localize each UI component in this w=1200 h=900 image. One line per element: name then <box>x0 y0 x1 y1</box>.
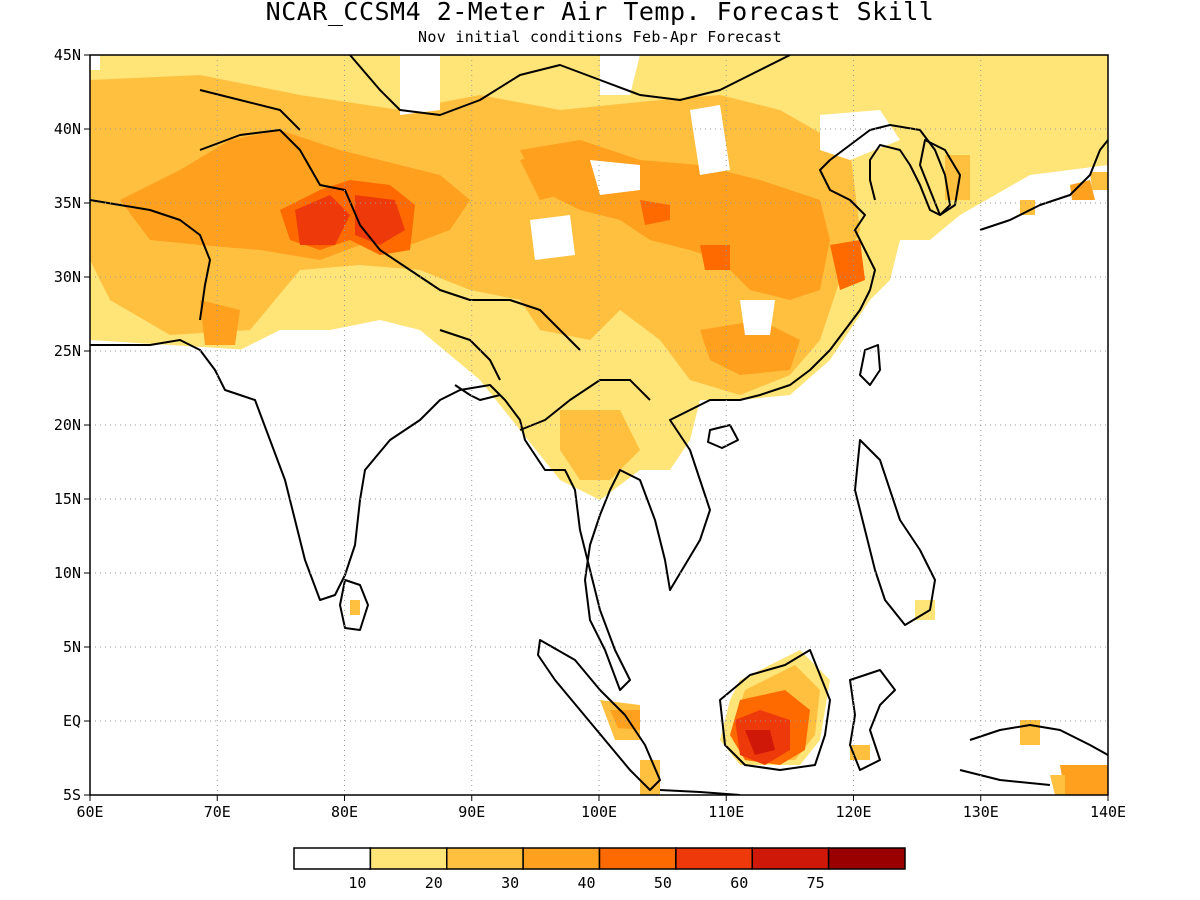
colorbar-label: 50 <box>654 874 672 892</box>
lat-tick-label: 5N <box>63 638 81 656</box>
lon-tick-label: 60E <box>76 803 103 821</box>
lon-tick-label: 120E <box>835 803 871 821</box>
colorbar-swatch <box>293 847 372 870</box>
lat-tick-label: EQ <box>63 712 81 730</box>
map-axes: 60E 70E 80E 90E 100E 110E 120E 130E 140E 45N 40N 35… <box>54 46 1126 821</box>
lat-tick-label: 10N <box>54 564 81 582</box>
lat-tick-label: 30N <box>54 268 81 286</box>
colorbar-swatch <box>522 847 601 870</box>
colorbar-label: 75 <box>807 874 825 892</box>
coastlines <box>90 55 1108 795</box>
colorbar-swatch <box>369 847 448 870</box>
map-frame <box>89 54 1109 796</box>
lat-tick-label: 45N <box>54 46 81 64</box>
lat-tick-label: 35N <box>54 194 81 212</box>
map-title: NCAR_CCSM4 2-Meter Air Temp. Forecast Sk… <box>265 0 935 26</box>
colorbar-swatch <box>827 847 906 870</box>
colorbar-swatch <box>446 847 524 870</box>
colorbar-swatch <box>598 847 677 870</box>
lat-tick-label: 15N <box>54 490 81 508</box>
lon-tick-label: 140E <box>1090 803 1126 821</box>
lat-tick-label: 5S <box>63 786 81 804</box>
lat-tick-label: 20N <box>54 416 81 434</box>
colorbar-label: 20 <box>425 874 443 892</box>
map-subtitle: Nov initial conditions Feb-Apr Forecast <box>418 28 782 46</box>
lon-tick-label: 100E <box>581 803 617 821</box>
colorbar-label: 40 <box>577 874 595 892</box>
colorbar-swatch <box>751 847 830 870</box>
colorbar-label: 60 <box>730 874 748 892</box>
lon-tick-label: 130E <box>963 803 999 821</box>
lon-tick-label: 70E <box>204 803 231 821</box>
lat-tick-label: 40N <box>54 120 81 138</box>
colorbar-label: 30 <box>501 874 519 892</box>
lat-tick-label: 25N <box>54 342 81 360</box>
colorbar-swatch <box>675 847 753 870</box>
lon-tick-label: 90E <box>458 803 485 821</box>
lon-tick-label: 110E <box>708 803 744 821</box>
colorbar: 10 20 30 40 50 60 75 <box>293 847 906 892</box>
lon-tick-label: 80E <box>331 803 358 821</box>
colorbar-label: 10 <box>348 874 366 892</box>
skill-shading <box>90 55 1108 795</box>
